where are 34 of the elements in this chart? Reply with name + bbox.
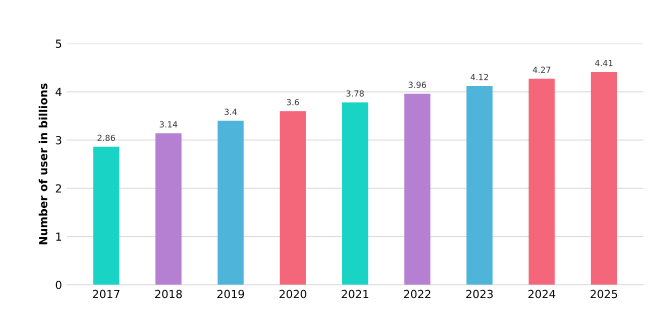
data-label: 3.6 <box>286 99 299 106</box>
bar <box>218 120 244 285</box>
y-tick-label: 5 <box>56 40 62 48</box>
bar <box>93 146 120 285</box>
y-tick-label: 3 <box>56 136 62 144</box>
x-tick-label: 2023 <box>466 290 493 298</box>
bar <box>466 86 493 285</box>
y-tick-label: 0 <box>56 280 62 290</box>
bar <box>280 111 306 285</box>
data-label: 4.41 <box>595 60 612 66</box>
data-label: 3.14 <box>160 121 178 128</box>
bar <box>590 72 618 285</box>
y-tick-label: 2 <box>56 184 62 192</box>
x-tick-label: 2025 <box>590 290 618 298</box>
x-tick-label: 2017 <box>92 290 120 298</box>
data-label: 3.4 <box>224 108 237 115</box>
x-tick-label: 2018 <box>155 290 182 298</box>
data-label: 3.78 <box>346 90 364 97</box>
y-tick-label: 1 <box>56 232 62 241</box>
data-label: 2.86 <box>98 134 116 141</box>
bar <box>404 94 430 285</box>
data-label: 3.96 <box>408 82 426 88</box>
x-tick-label: 2019 <box>217 290 244 298</box>
bar <box>155 133 182 285</box>
data-label: 4.12 <box>470 74 488 80</box>
x-tick-label: 2020 <box>280 290 306 298</box>
x-tick-label: 2024 <box>528 290 556 298</box>
y-axis-title: Number of user in billions <box>38 84 48 244</box>
y-tick-label: 4 <box>56 88 62 96</box>
bar <box>528 78 555 285</box>
data-label: 4.27 <box>532 66 550 73</box>
x-tick-label: 2022 <box>404 290 430 298</box>
x-tick-label: 2021 <box>342 290 368 298</box>
bar <box>342 102 368 285</box>
